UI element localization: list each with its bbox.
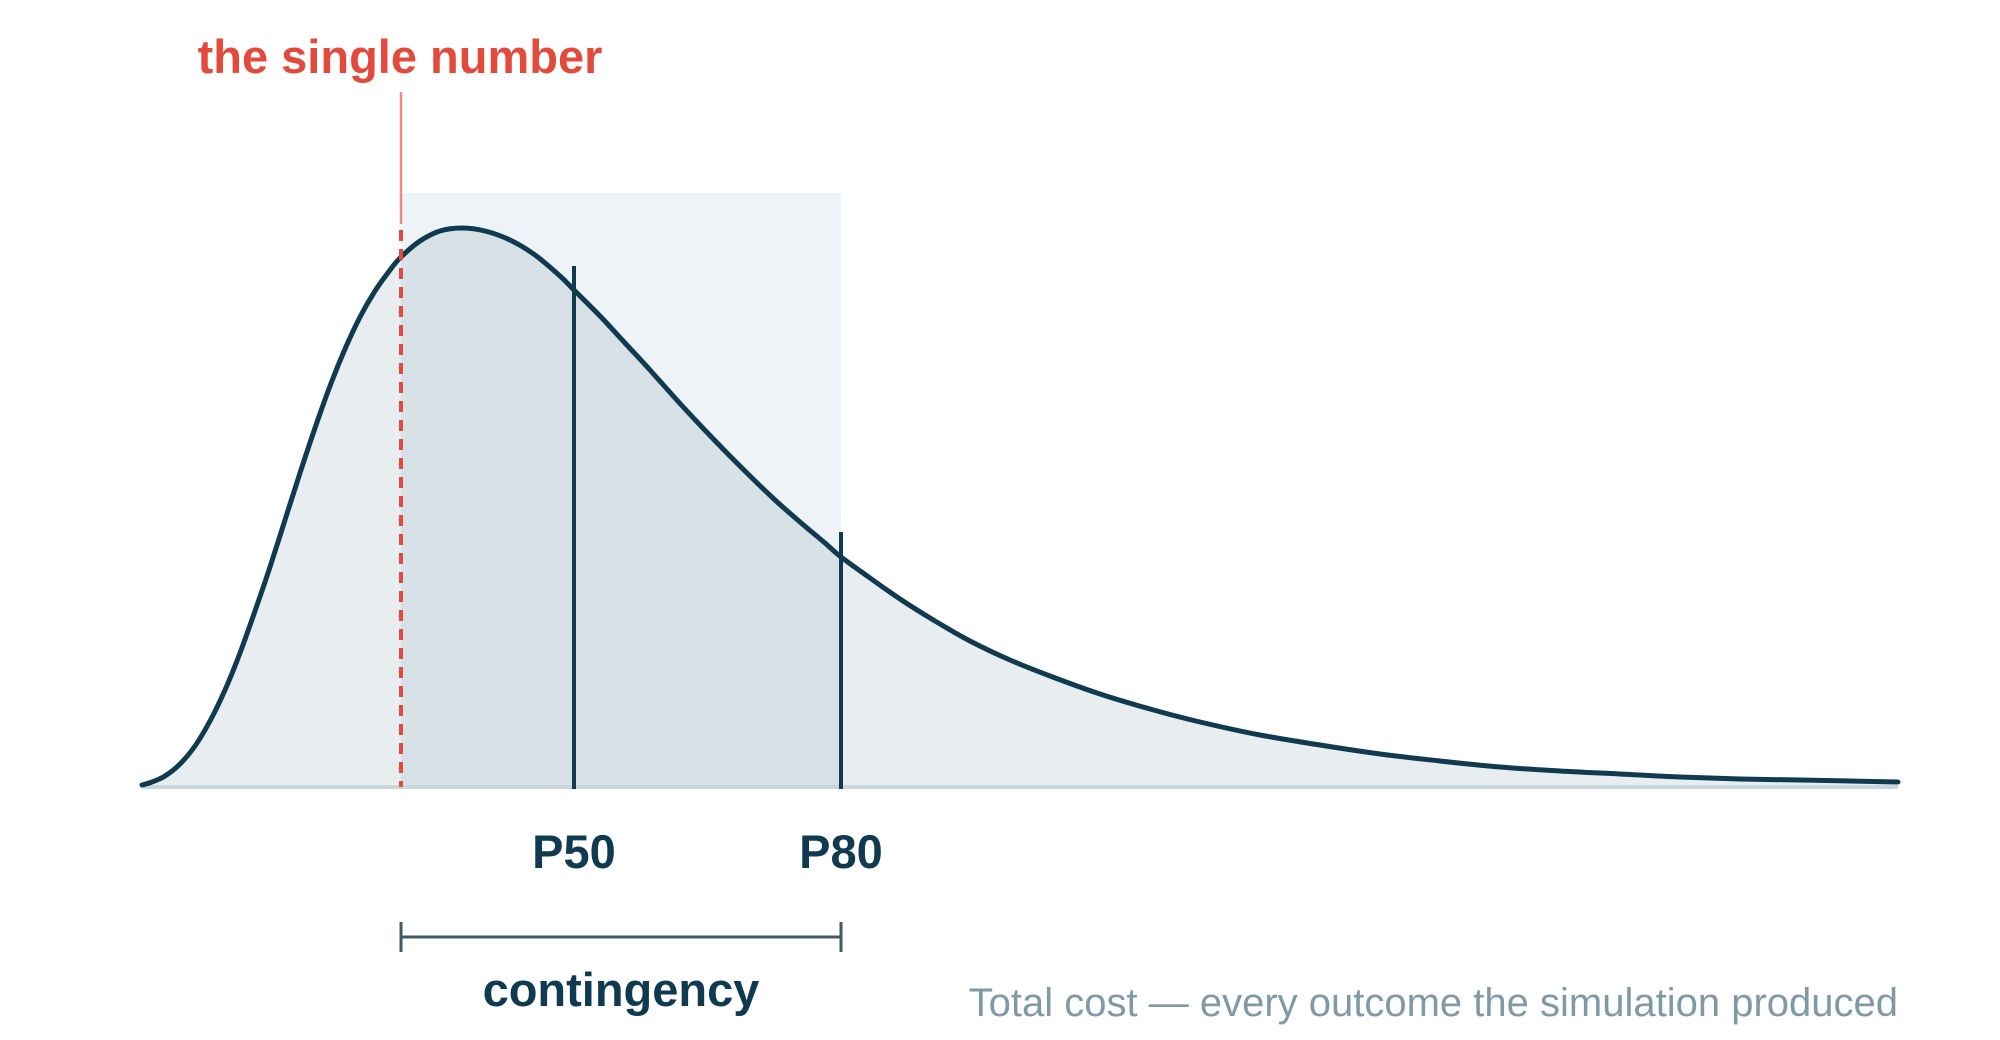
axis-caption: Total cost — every outcome the simulatio… <box>969 981 1898 1025</box>
single-number-label: the single number <box>198 30 603 83</box>
p80-label: P80 <box>799 825 883 878</box>
p50-label: P50 <box>532 825 616 878</box>
contingency-label: contingency <box>483 963 760 1016</box>
distribution-curve <box>139 225 1901 788</box>
contingency-bracket <box>399 922 843 952</box>
